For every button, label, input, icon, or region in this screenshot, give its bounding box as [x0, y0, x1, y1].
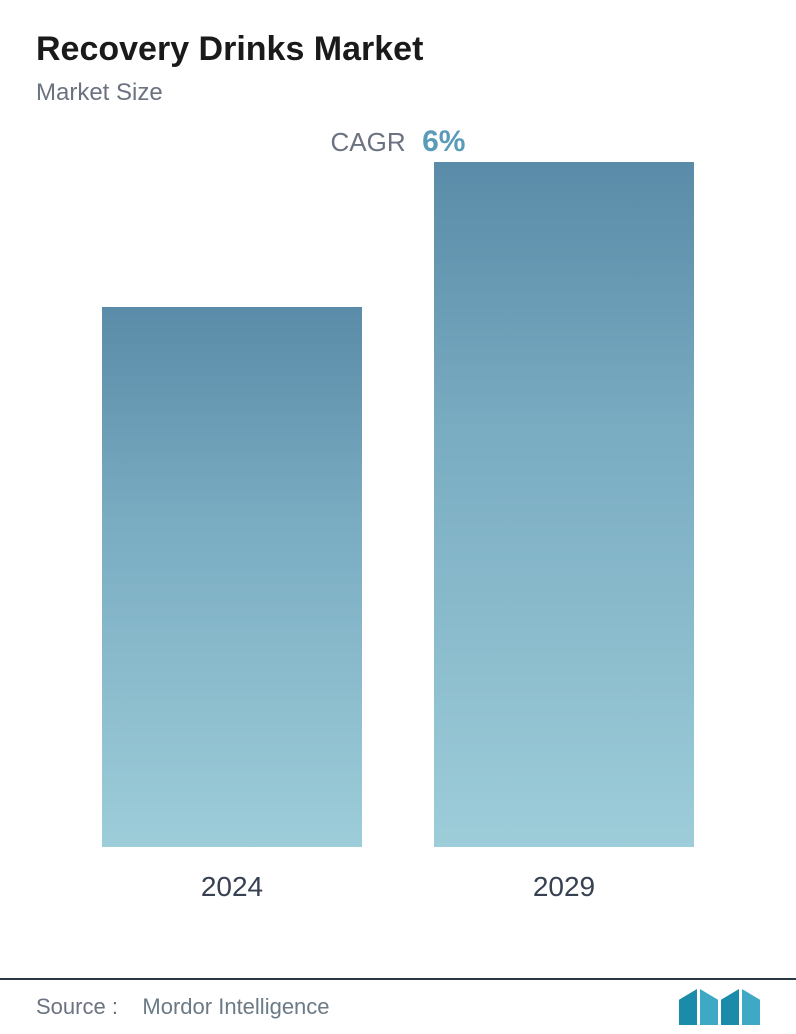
bar-group-2029: 2029 — [434, 162, 694, 903]
bar-group-2024: 2024 — [102, 307, 362, 903]
page-title: Recovery Drinks Market — [36, 30, 760, 69]
page-subtitle: Market Size — [36, 79, 760, 107]
source-label: Source : — [36, 994, 118, 1019]
bar-2029 — [434, 162, 694, 847]
cagr-row: CAGR 6% — [36, 125, 760, 159]
bar-label-2024: 2024 — [201, 871, 263, 903]
source-text: Source : Mordor Intelligence — [36, 994, 330, 1020]
bar-label-2029: 2029 — [533, 871, 595, 903]
logo-stroke — [721, 989, 739, 1025]
mordor-logo-icon — [679, 989, 760, 1025]
bar-2024 — [102, 307, 362, 847]
logo-stroke — [742, 989, 760, 1025]
footer: Source : Mordor Intelligence — [0, 978, 796, 1034]
cagr-value: 6% — [422, 125, 465, 159]
source-name: Mordor Intelligence — [142, 994, 329, 1019]
bar-chart: 2024 2029 — [36, 183, 760, 903]
logo-stroke — [679, 989, 697, 1025]
cagr-label: CAGR — [331, 127, 406, 158]
chart-container: Recovery Drinks Market Market Size CAGR … — [0, 0, 796, 1034]
logo-stroke — [700, 989, 718, 1025]
